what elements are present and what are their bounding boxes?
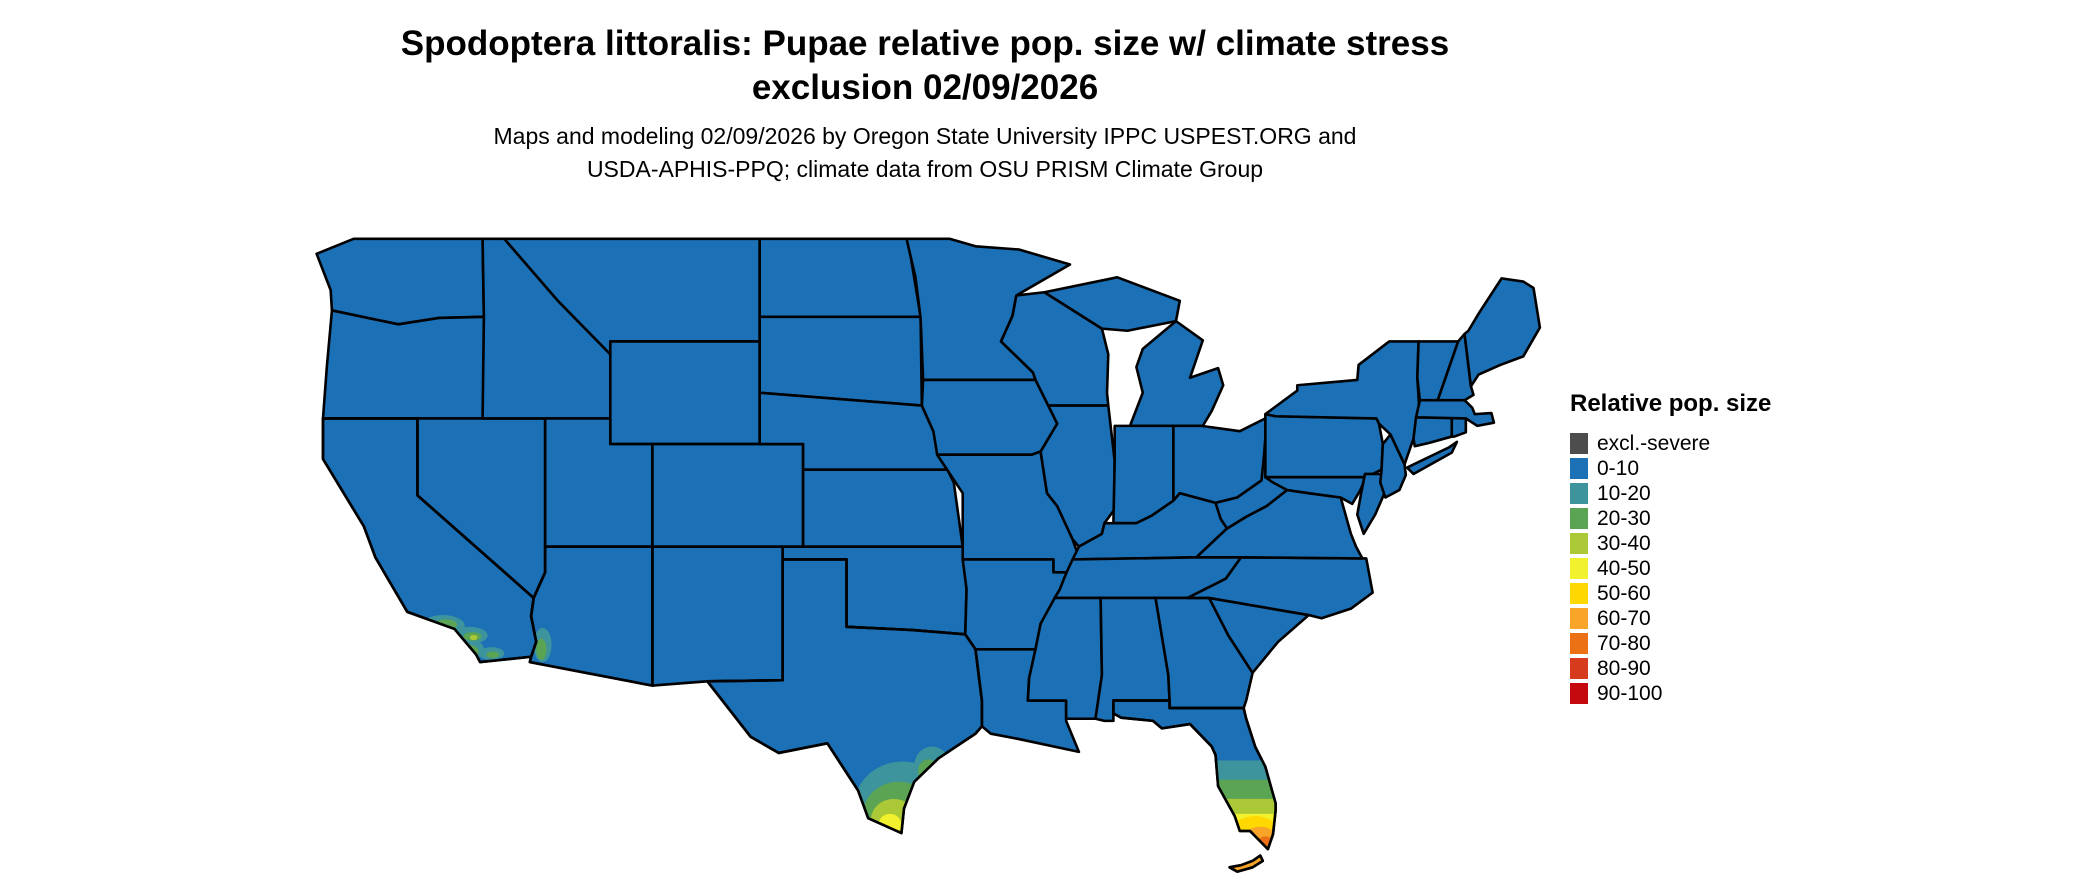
state-connecticut <box>1413 417 1451 446</box>
legend-swatch <box>1570 558 1588 579</box>
legend-item-label: 0-10 <box>1597 457 1640 480</box>
states-layer <box>317 239 1540 874</box>
legend-item: 70-80 <box>1570 631 1771 656</box>
legend-item-label: 20-30 <box>1597 507 1651 530</box>
state-north-carolina <box>1187 557 1372 618</box>
page-title-line2: exclusion 02/09/2026 <box>751 68 1099 107</box>
state-oregon <box>323 310 488 418</box>
legend-item: 90-100 <box>1570 681 1771 706</box>
legend-item: excl.-severe <box>1570 431 1771 456</box>
state-massachusetts <box>1416 400 1494 426</box>
legend-swatch <box>1570 433 1588 454</box>
state-vermont <box>1417 341 1458 400</box>
legend-item: 40-50 <box>1570 556 1771 581</box>
state-maine <box>1465 278 1540 386</box>
legend-item-label: 10-20 <box>1597 482 1651 505</box>
state-wyoming <box>610 341 759 444</box>
legend-swatch <box>1570 508 1588 529</box>
state-michigan-lower <box>1130 321 1223 426</box>
legend-item: 0-10 <box>1570 456 1771 481</box>
state-kansas <box>803 470 963 547</box>
legend-swatch <box>1570 583 1588 604</box>
legend-item: 30-40 <box>1570 531 1771 556</box>
legend: Relative pop. size excl.-severe 0-10 10-20… <box>1570 390 1771 706</box>
us-map <box>300 226 1545 874</box>
overlay-southern-florida <box>1178 760 1276 850</box>
page-subtitle-line1: Maps and modeling 02/09/2026 by Oregon S… <box>493 123 1357 149</box>
legend-item-label: 90-100 <box>1597 682 1663 705</box>
legend-item-label: 80-90 <box>1597 657 1651 680</box>
legend-item-label: excl.-severe <box>1597 432 1711 455</box>
legend-item: 60-70 <box>1570 606 1771 631</box>
state-new-mexico <box>652 547 782 686</box>
legend-swatch <box>1570 658 1588 679</box>
state-colorado <box>652 444 803 547</box>
legend-swatch <box>1570 483 1588 504</box>
legend-item-label: 70-80 <box>1597 632 1651 655</box>
state-iowa <box>922 380 1057 455</box>
state-rhode-island <box>1452 417 1466 436</box>
page-subtitle-line2: USDA-APHIS-PPQ; climate data from OSU PR… <box>586 156 1264 182</box>
state-pennsylvania <box>1265 414 1382 477</box>
legend-item: 10-20 <box>1570 481 1771 506</box>
legend-item-label: 60-70 <box>1597 607 1651 630</box>
legend-swatch <box>1570 683 1588 704</box>
page-title: Spodoptera littoralis: Pupae relative po… <box>0 22 1850 110</box>
legend-item: 50-60 <box>1570 581 1771 606</box>
state-north-dakota <box>760 239 921 317</box>
legend-item-label: 40-50 <box>1597 557 1651 580</box>
legend-swatch <box>1570 458 1588 479</box>
legend-swatch <box>1570 633 1588 654</box>
legend-item-label: 30-40 <box>1597 532 1651 555</box>
legend-item: 20-30 <box>1570 506 1771 531</box>
legend-item: 80-90 <box>1570 656 1771 681</box>
long-island <box>1407 442 1457 474</box>
overlay-western-arizona <box>533 627 552 663</box>
page-subtitle: Maps and modeling 02/09/2026 by Oregon S… <box>0 120 1850 186</box>
legend-title: Relative pop. size <box>1570 390 1772 417</box>
legend-swatch <box>1570 533 1588 554</box>
legend-swatch <box>1570 608 1588 629</box>
state-south-dakota <box>760 317 922 406</box>
legend-item-label: 50-60 <box>1597 582 1651 605</box>
page-title-line1: Spodoptera littoralis: Pupae relative po… <box>400 24 1450 63</box>
state-new-jersey <box>1380 434 1406 497</box>
map-figure <box>300 226 1545 878</box>
legend-items: excl.-severe 0-10 10-20 20-30 30-40 40-50 50-6… <box>1570 431 1771 706</box>
